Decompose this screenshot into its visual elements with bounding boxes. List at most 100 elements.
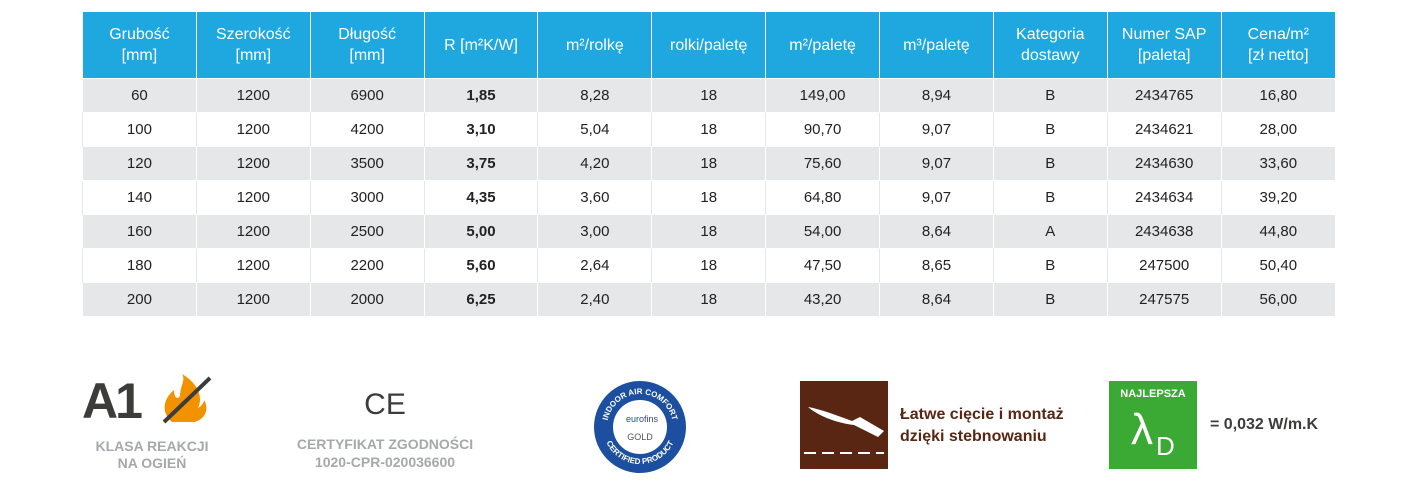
table-cell: 100 — [82, 112, 197, 147]
table-cell: 5,04 — [537, 112, 652, 147]
table-cell: 2500 — [309, 214, 425, 249]
table-cell: 6,25 — [423, 282, 538, 316]
header-cell: Szerokość [mm] — [195, 12, 311, 79]
ce-number: 1020-CPR-020036600 — [314, 454, 456, 470]
table-cell: 1200 — [195, 78, 311, 113]
table-cell: 8,64 — [879, 214, 994, 249]
header-cell: Numer SAP [paleta] — [1106, 12, 1222, 79]
table-cell: B — [992, 180, 1108, 215]
table-cell: 1200 — [195, 214, 311, 249]
flame-icon — [162, 374, 212, 424]
header-cell: m³/paletę — [879, 12, 994, 79]
header-cell: Długość [mm] — [309, 12, 425, 79]
table-cell: 3000 — [309, 180, 425, 215]
table-cell: 3,00 — [537, 214, 652, 249]
header-cell: m²/paletę — [765, 12, 880, 79]
product-table: Grubość [mm] Szerokość [mm] Długość [mm] R … — [82, 12, 1335, 316]
table-cell: 43,20 — [765, 282, 880, 316]
header-row: Grubość [mm] Szerokość [mm] Długość [mm] R … — [82, 12, 1335, 79]
table-cell: 2,64 — [537, 248, 652, 283]
table-cell: B — [992, 282, 1108, 316]
eurofins-brand: eurofins — [626, 414, 659, 424]
lambda-symbol: λ — [1131, 405, 1153, 454]
table-cell: 3,75 — [423, 146, 538, 181]
table-cell: 120 — [82, 146, 197, 181]
table-cell: 8,64 — [879, 282, 994, 316]
table-cell: 18 — [651, 112, 766, 147]
lambda-value: = 0,032 W/m.K — [1210, 416, 1319, 433]
table-cell: 1200 — [195, 180, 311, 215]
table-cell: 75,60 — [765, 146, 880, 181]
table-cell: 50,40 — [1220, 248, 1335, 283]
table-cell: 247500 — [1106, 248, 1222, 283]
table-cell: 9,07 — [879, 180, 994, 215]
table-cell: 4,20 — [537, 146, 652, 181]
table-cell: 4200 — [309, 112, 425, 147]
table-cell: 1200 — [195, 146, 311, 181]
header-cell: Kategoria dostawy — [992, 12, 1108, 79]
table-cell: 56,00 — [1220, 282, 1335, 316]
cutting-icon — [800, 381, 888, 469]
lambda-badge: NAJLEPSZA λ D — [1109, 381, 1197, 469]
table-cell: 1200 — [195, 112, 311, 147]
table-row: 200 1200 2000 6,25 2,40 18 43,20 8,64 B 247575 56,… — [82, 282, 1335, 316]
lambda-subscript: D — [1156, 431, 1175, 461]
table-cell: 2434634 — [1106, 180, 1222, 215]
table-row: 140 1200 3000 4,35 3,60 18 64,80 9,07 B 2434634 39… — [82, 180, 1335, 215]
table-cell: 2000 — [309, 282, 425, 316]
table-cell: 54,00 — [765, 214, 880, 249]
table-cell: 3,60 — [537, 180, 652, 215]
table-row: 100 1200 4200 3,10 5,04 18 90,70 9,07 B 2434621 28… — [82, 112, 1335, 147]
table-cell: 47,50 — [765, 248, 880, 283]
table-cell: 16,80 — [1220, 78, 1335, 113]
table-cell: 18 — [651, 180, 766, 215]
table-cell: 247575 — [1106, 282, 1222, 316]
header-cell: R [m²K/W] — [423, 12, 538, 79]
table-cell: B — [992, 112, 1108, 147]
ce-badge: CE CERTYFIKAT ZGODNOŚCI 1020-CPR-0200366… — [285, 388, 485, 478]
table-cell: 2,40 — [537, 282, 652, 316]
table-row: 180 1200 2200 5,60 2,64 18 47,50 8,65 B 247500 50,… — [82, 248, 1335, 283]
table-cell: 18 — [651, 248, 766, 283]
header-cell: m²/rolkę — [537, 12, 652, 79]
table-cell: 5,60 — [423, 248, 538, 283]
table-cell: 33,60 — [1220, 146, 1335, 181]
table-cell: 4,35 — [423, 180, 538, 215]
ce-mark: CE — [364, 388, 406, 421]
table-cell: 8,65 — [879, 248, 994, 283]
table-cell: 180 — [82, 248, 197, 283]
table-cell: 9,07 — [879, 112, 994, 147]
table-cell: 2200 — [309, 248, 425, 283]
table-cell: 8,28 — [537, 78, 652, 113]
table-cell: 18 — [651, 146, 766, 181]
ce-label: CERTYFIKAT ZGODNOŚCI — [296, 436, 474, 452]
table-cell: 1,85 — [423, 78, 538, 113]
table-cell: 149,00 — [765, 78, 880, 113]
table-cell: 90,70 — [765, 112, 880, 147]
header-cell: Cena/m² [zł netto] — [1220, 12, 1335, 79]
table-cell: 3,10 — [423, 112, 538, 147]
table-cell: 1200 — [195, 282, 311, 316]
table-cell: 160 — [82, 214, 197, 249]
table-cell: 9,07 — [879, 146, 994, 181]
lambda-badge-label: NAJLEPSZA — [1120, 388, 1186, 400]
eurofins-level: GOLD — [627, 432, 653, 442]
table-cell: 2434621 — [1106, 112, 1222, 147]
table-row: 60 1200 6900 1,85 8,28 18 149,00 8,94 B 2434765 16… — [82, 78, 1335, 113]
table-cell: 1200 — [195, 248, 311, 283]
fire-code: A1 — [82, 373, 143, 429]
table-cell: 39,20 — [1220, 180, 1335, 215]
table-cell: 2434630 — [1106, 146, 1222, 181]
table-cell: 2434765 — [1106, 78, 1222, 113]
table-cell: 5,00 — [423, 214, 538, 249]
table-cell: 2434638 — [1106, 214, 1222, 249]
table-cell: 200 — [82, 282, 197, 316]
table-cell: 8,94 — [879, 78, 994, 113]
table-cell: 18 — [651, 214, 766, 249]
eurofins-badge: INDOOR AIR COMFORT CERTIFIED PRODUCT eur… — [594, 381, 686, 473]
table-cell: 3500 — [309, 146, 425, 181]
table-cell: 64,80 — [765, 180, 880, 215]
table-row: 160 1200 2500 5,00 3,00 18 54,00 8,64 A 2434638 44… — [82, 214, 1335, 249]
table-cell: 140 — [82, 180, 197, 215]
